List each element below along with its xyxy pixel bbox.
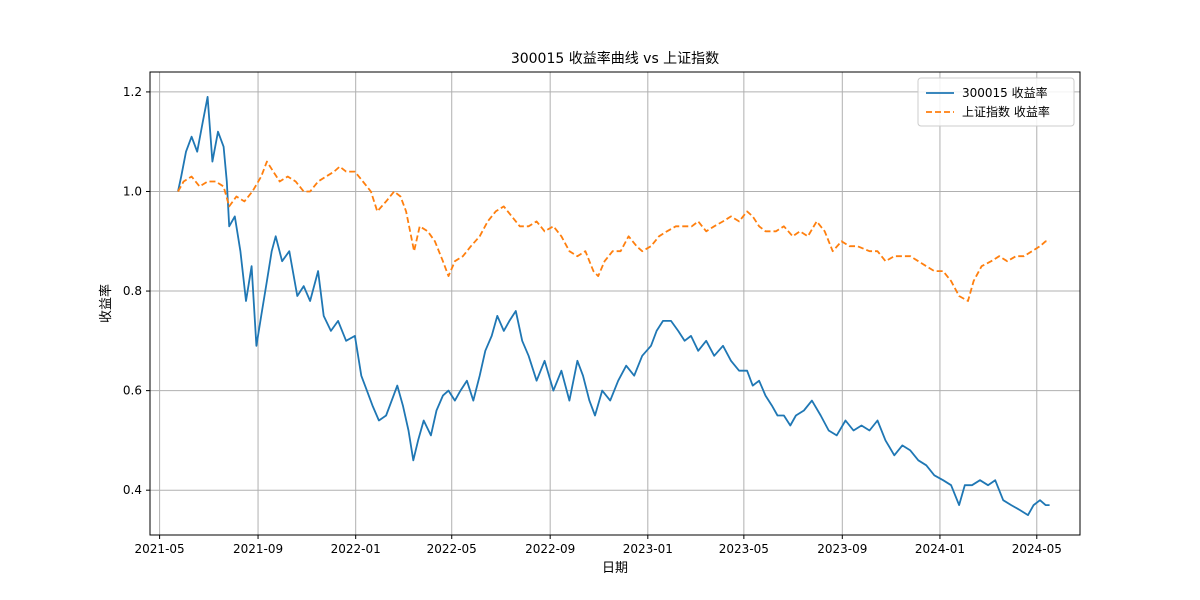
series-group [177,96,1050,516]
x-axis-label: 日期 [602,561,628,576]
chart-title: 300015 收益率曲线 vs 上证指数 [511,50,719,67]
x-tick-label: 2021-05 [135,542,185,556]
x-tick-label: 2024-01 [915,542,965,556]
legend-label: 上证指数 收益率 [962,104,1050,119]
x-tick-label: 2022-01 [331,542,381,556]
y-tick-label: 1.2 [123,85,142,99]
x-tick-label: 2021-09 [233,542,283,556]
x-tick-label: 2023-05 [719,542,769,556]
y-axis: 0.4 0.6 0.8 1.0 1.2 [123,85,150,497]
x-axis: 2021-05 2021-09 2022-01 2022-05 2022-09 2023-… [135,535,1062,556]
y-tick-label: 0.4 [123,483,142,497]
y-tick-label: 0.8 [123,284,142,298]
legend-label: 300015 收益率 [962,85,1048,100]
x-tick-label: 2023-09 [817,542,867,556]
y-tick-label: 1.0 [123,184,142,198]
series-line-1 [177,96,1050,516]
series-line-2 [177,160,1050,302]
legend-box [917,77,1075,127]
x-tick-label: 2022-09 [525,542,575,556]
x-tick-label: 2022-05 [427,542,477,556]
x-tick-label: 2024-05 [1012,542,1062,556]
y-axis-label: 收益率 [98,284,114,323]
plot-frame [149,71,1081,536]
grid [150,72,1080,535]
x-tick-label: 2023-01 [623,542,673,556]
y-tick-label: 0.6 [123,384,142,398]
